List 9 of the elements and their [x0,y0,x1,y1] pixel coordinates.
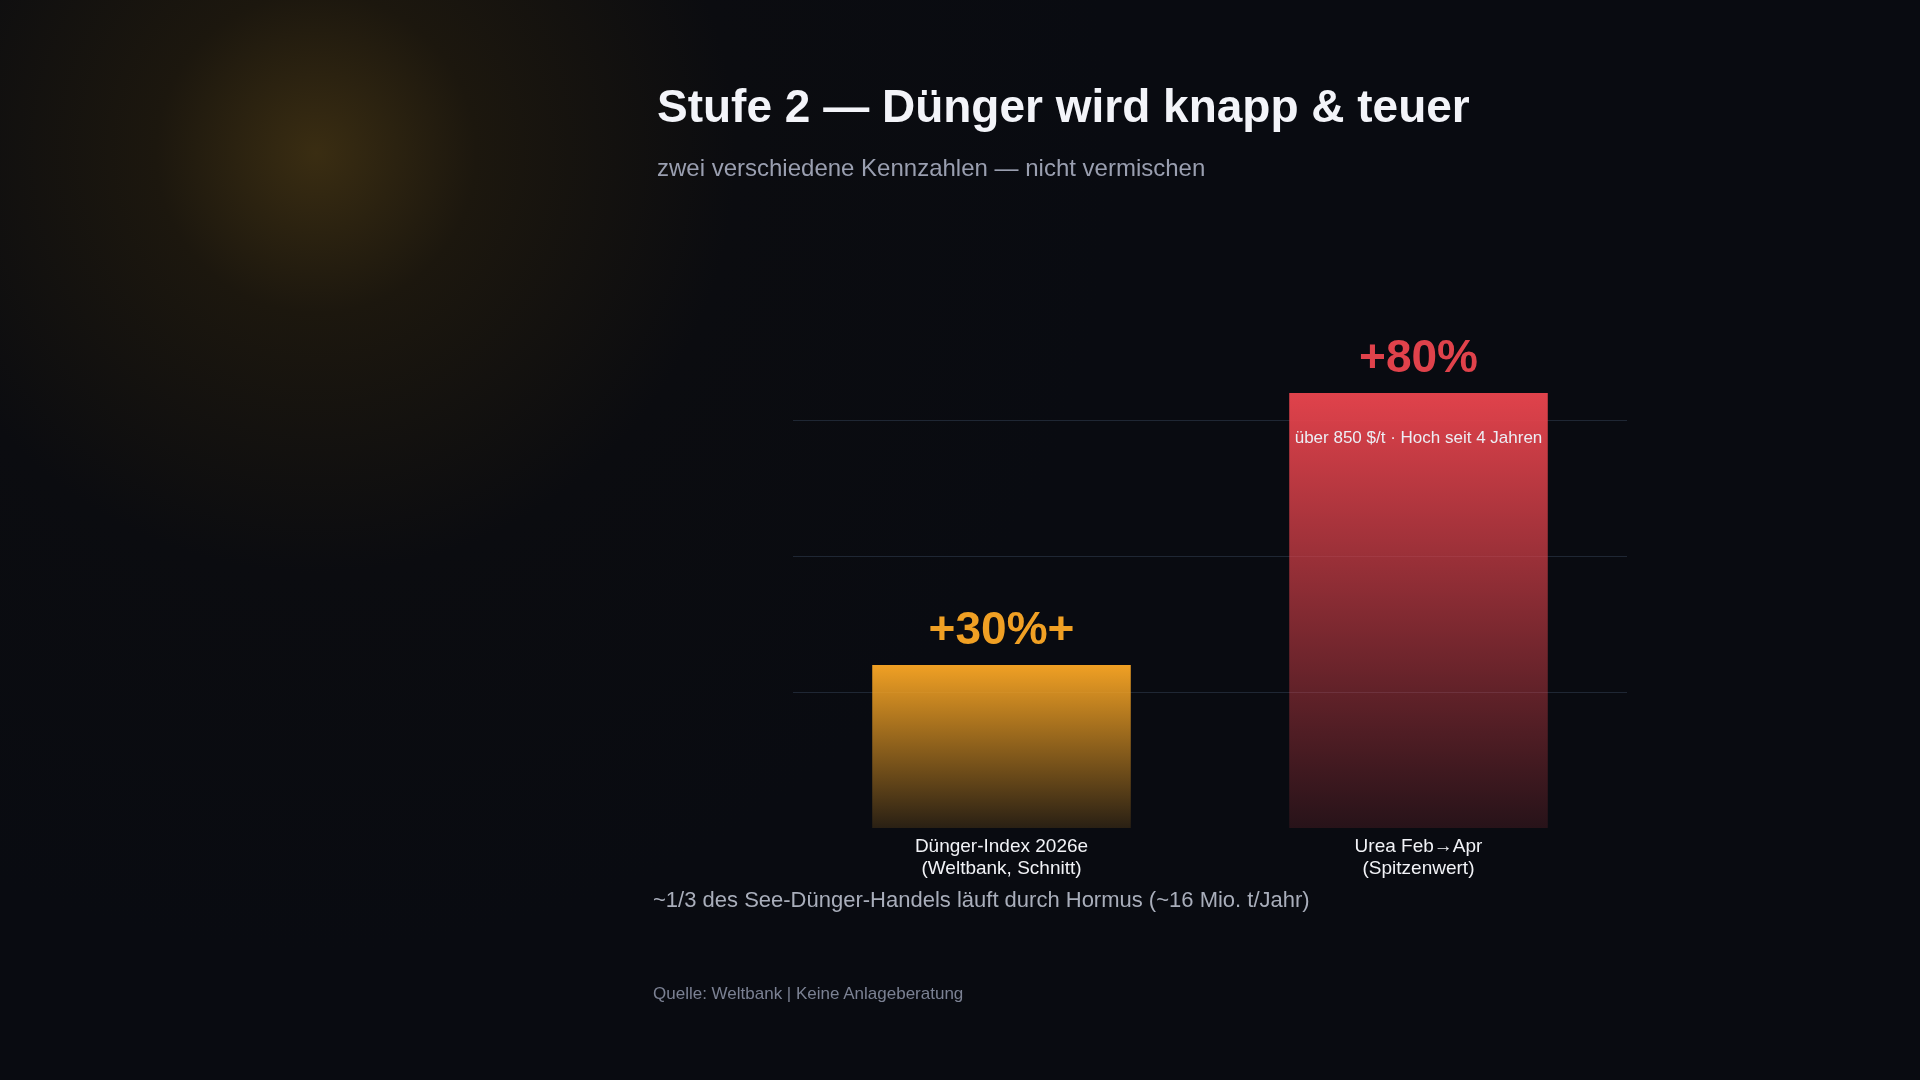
data-label: +30%+ [928,601,1075,654]
chart-title: Stufe 2 — Dünger wird knapp & teuer [657,80,1470,132]
source-note: Quelle: Weltbank | Keine Anlageberatung [653,983,964,1003]
chart-subtitle: zwei verschiedene Kennzahlen — nicht vermischen [657,153,1206,181]
x-tick-label: Dünger-Index 2026e (Weltbank, Schnitt) [914,834,1089,878]
x-tick-label: Urea Feb→Apr (Spitzenwert) [1354,834,1484,878]
annotation: über 850 $/t · Hoch seit 4 Jahren [1294,427,1543,447]
data-label: +80% [1359,330,1478,382]
text: ~1/3 des See-Dünger-Handels läuft durch Hormus (~16 Mio. t/Jahr) [653,886,1310,912]
